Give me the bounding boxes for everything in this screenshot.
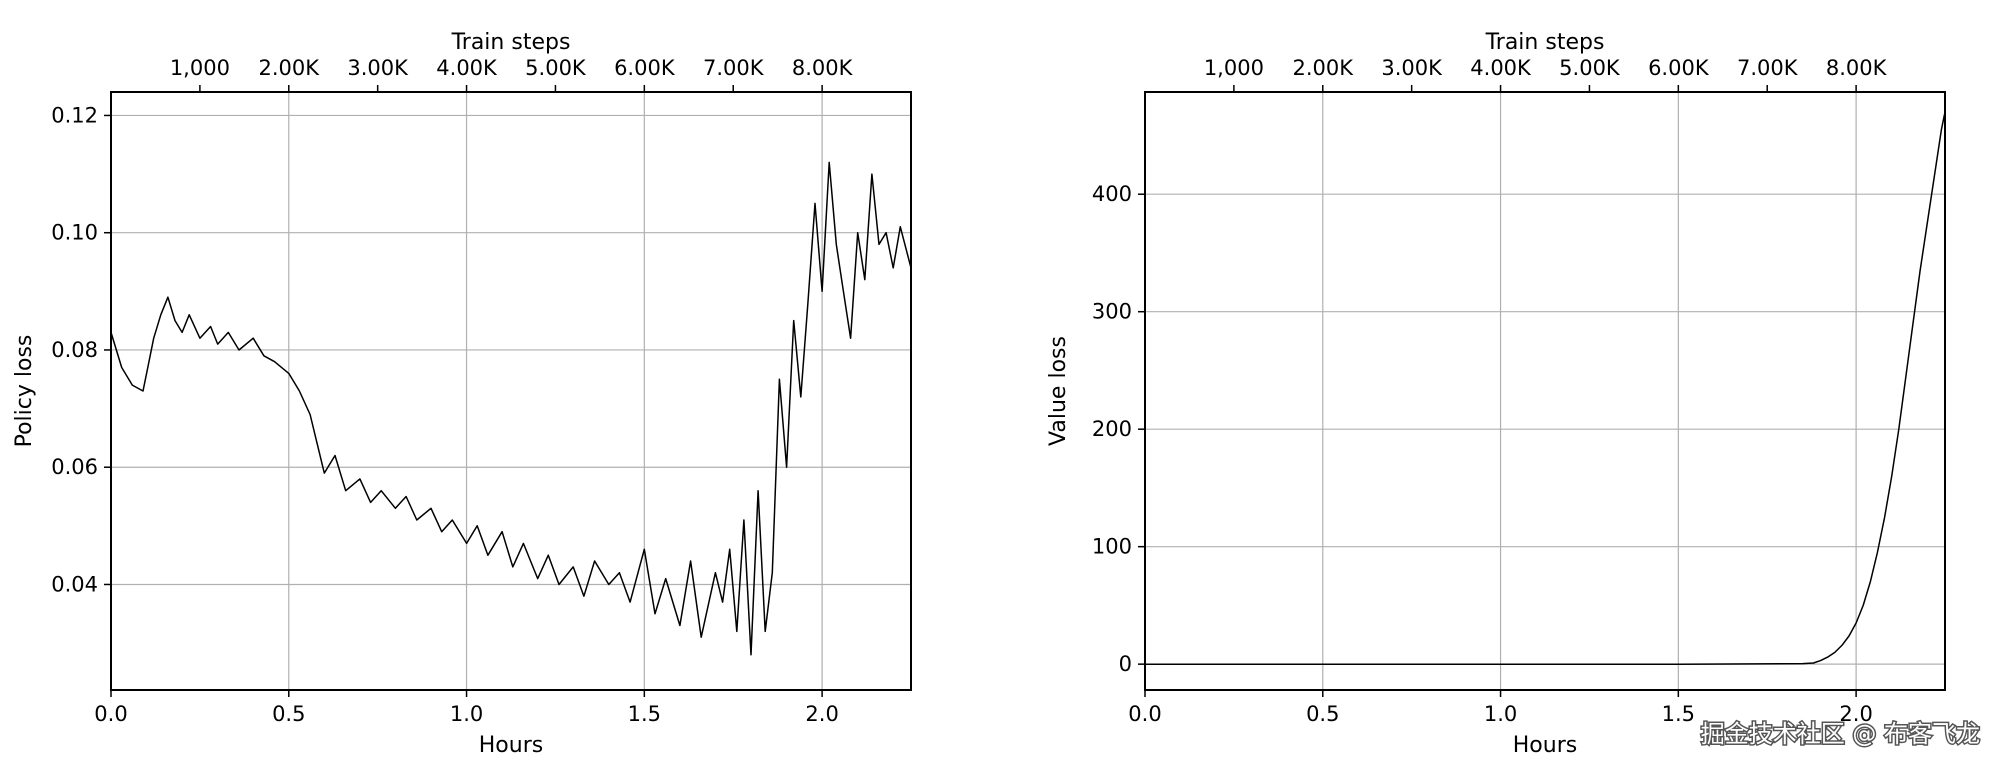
top-tick-label: 3.00K — [347, 56, 409, 80]
y-tick-label: 0.12 — [51, 103, 98, 127]
y-tick-label: 0.10 — [51, 221, 98, 245]
x-tick-label: 0.0 — [94, 702, 127, 726]
plot-frame — [110, 91, 912, 691]
y-tick-label: 0.06 — [51, 455, 98, 479]
top-tick-label: 7.00K — [703, 56, 765, 80]
x-tick-label: 0.5 — [1306, 702, 1339, 726]
x-tick-label: 1.0 — [450, 702, 483, 726]
policy-loss-chart: 0.0 0.5 1.0 1.5 2.0 0.04 0.06 0.08 0.10 0.12 1,000… — [12, 30, 912, 758]
top-tick-label: 5.00K — [525, 56, 587, 80]
y-tick-label: 0.08 — [51, 338, 98, 362]
top-tick-label: 6.00K — [614, 56, 676, 80]
watermark-text: 掘金技术社区 @ 布客飞龙 — [1701, 720, 1980, 748]
top-tick-label: 2.00K — [259, 56, 321, 80]
x-tick-label: 0.0 — [1128, 702, 1161, 726]
top-tick-label: 4.00K — [1470, 56, 1532, 80]
top-tick-label: 1,000 — [1204, 56, 1264, 80]
x-axis-title: Hours — [479, 733, 543, 758]
x-tick-label: 1.0 — [1484, 702, 1517, 726]
top-tick-label: 8.00K — [1826, 56, 1888, 80]
axis-ticks: 0.0 0.5 1.0 1.5 2.0 0.04 0.06 0.08 0.10 0.12 1,000… — [51, 56, 853, 726]
y-tick-label: 400 — [1092, 182, 1132, 206]
y-tick-label: 200 — [1092, 417, 1132, 441]
axis-ticks: 0.0 0.5 1.0 1.5 2.0 0 100 200 300 400 1,000 2.00K 3.… — [1092, 56, 1888, 726]
top-tick-label: 6.00K — [1648, 56, 1710, 80]
y-tick-label: 0 — [1119, 652, 1132, 676]
x-tick-label: 1.5 — [628, 702, 661, 726]
top-tick-label: 3.00K — [1381, 56, 1443, 80]
value-loss-chart: 0.0 0.5 1.0 1.5 2.0 0 100 200 300 400 1,000 2.00K 3.… — [1046, 30, 1946, 758]
top-tick-label: 8.00K — [792, 56, 854, 80]
x-tick-label: 2.0 — [1839, 702, 1872, 726]
x-tick-label: 2.0 — [805, 702, 838, 726]
x-tick-label: 1.5 — [1662, 702, 1695, 726]
y-tick-label: 100 — [1092, 535, 1132, 559]
grid — [110, 92, 911, 690]
top-tick-label: 2.00K — [1293, 56, 1355, 80]
top-tick-label: 4.00K — [436, 56, 498, 80]
top-tick-label: 1,000 — [170, 56, 230, 80]
plot-frame — [1144, 91, 1946, 691]
y-tick-label: 300 — [1092, 300, 1132, 324]
y-tick-label: 0.04 — [51, 572, 98, 596]
top-tick-label: 5.00K — [1559, 56, 1621, 80]
y-axis-title: Policy loss — [12, 335, 37, 448]
top-tick-label: 7.00K — [1737, 56, 1799, 80]
top-x-axis-title: Train steps — [451, 30, 571, 55]
watermark: 掘金技术社区 @ 布客飞龙 — [1699, 719, 1981, 750]
y-axis-title: Value loss — [1046, 336, 1071, 446]
top-x-axis-title: Train steps — [1485, 30, 1605, 55]
policy-loss-series-line — [110, 161, 912, 656]
value-loss-series-line — [1145, 111, 1946, 665]
x-tick-label: 0.5 — [272, 702, 305, 726]
x-axis-title: Hours — [1513, 733, 1577, 758]
grid — [1144, 92, 1945, 690]
